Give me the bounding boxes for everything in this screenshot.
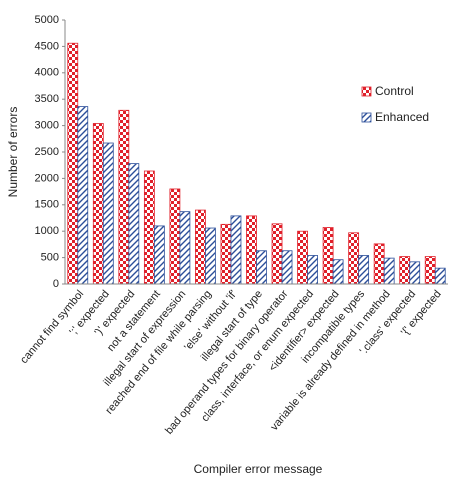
y-tick-label: 2500 bbox=[35, 146, 59, 158]
y-tick-label: 4000 bbox=[35, 67, 59, 79]
bar bbox=[246, 215, 257, 285]
bar bbox=[220, 223, 232, 285]
legend-swatch bbox=[361, 112, 372, 123]
y-tick-label: 1000 bbox=[35, 225, 59, 237]
y-tick-label: 3000 bbox=[35, 120, 59, 132]
bar bbox=[179, 211, 191, 285]
bar bbox=[67, 42, 79, 285]
bar bbox=[373, 243, 385, 285]
bar bbox=[128, 163, 140, 285]
legend-label: Enhanced bbox=[375, 110, 429, 124]
bar bbox=[332, 259, 344, 285]
bar bbox=[271, 223, 283, 285]
y-tick-label: 5000 bbox=[35, 14, 59, 26]
bar bbox=[205, 227, 216, 285]
bar bbox=[434, 267, 446, 285]
bar bbox=[118, 109, 130, 285]
x-axis-title: Compiler error message bbox=[194, 462, 323, 476]
bar bbox=[409, 261, 421, 285]
y-tick-label: 1500 bbox=[35, 199, 59, 211]
bar bbox=[230, 215, 242, 285]
bar bbox=[322, 227, 334, 285]
y-tick-label: 2000 bbox=[35, 172, 59, 184]
legend-label: Control bbox=[375, 84, 414, 98]
bar bbox=[77, 106, 89, 285]
bar bbox=[297, 230, 308, 285]
bar bbox=[102, 142, 114, 285]
bar bbox=[256, 250, 267, 285]
y-tick-label: 0 bbox=[53, 278, 59, 290]
bar bbox=[153, 225, 165, 285]
y-tick-label: 3500 bbox=[35, 93, 59, 105]
bar bbox=[281, 250, 293, 285]
bar bbox=[399, 256, 411, 285]
y-tick-label: 4500 bbox=[35, 40, 59, 52]
bar bbox=[143, 170, 155, 285]
bar bbox=[307, 255, 318, 285]
bar bbox=[195, 209, 206, 285]
y-tick-label: 500 bbox=[41, 252, 59, 264]
bar bbox=[424, 256, 436, 285]
bar bbox=[348, 232, 360, 285]
bar bbox=[383, 257, 395, 285]
bar bbox=[358, 255, 370, 285]
bar bbox=[169, 188, 181, 285]
y-axis-title: Number of errors bbox=[6, 107, 20, 198]
legend-swatch bbox=[361, 86, 372, 97]
bar bbox=[92, 123, 104, 285]
